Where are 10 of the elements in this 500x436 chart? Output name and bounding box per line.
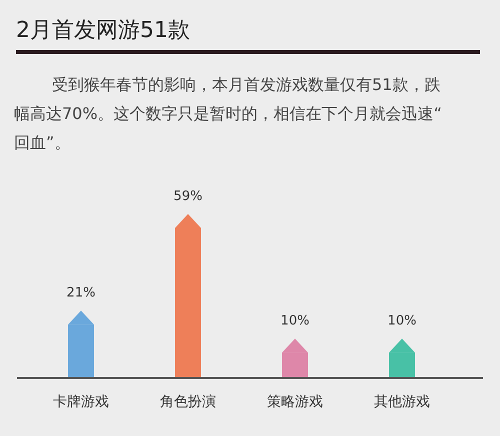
x-tick-label: 角色扮演 [160,394,216,410]
chart-subtitle: 受到猴年春节的影响，本月首发游戏数量仅有51款，跌幅高达70%。这个数字只是暂时的，相信在下个月就会迅速“回血”。 [14,75,442,152]
data-label: 59% [174,189,202,204]
x-tick-label: 其他游戏 [374,394,430,410]
chart-title: 2月首发网游51款 [16,18,190,43]
data-label: 10% [280,314,310,329]
x-tick-label: 策略游戏 [267,394,323,410]
x-tick-label: 卡牌游戏 [53,394,109,410]
data-label: 21% [66,286,96,301]
data-label: 10% [388,314,416,329]
